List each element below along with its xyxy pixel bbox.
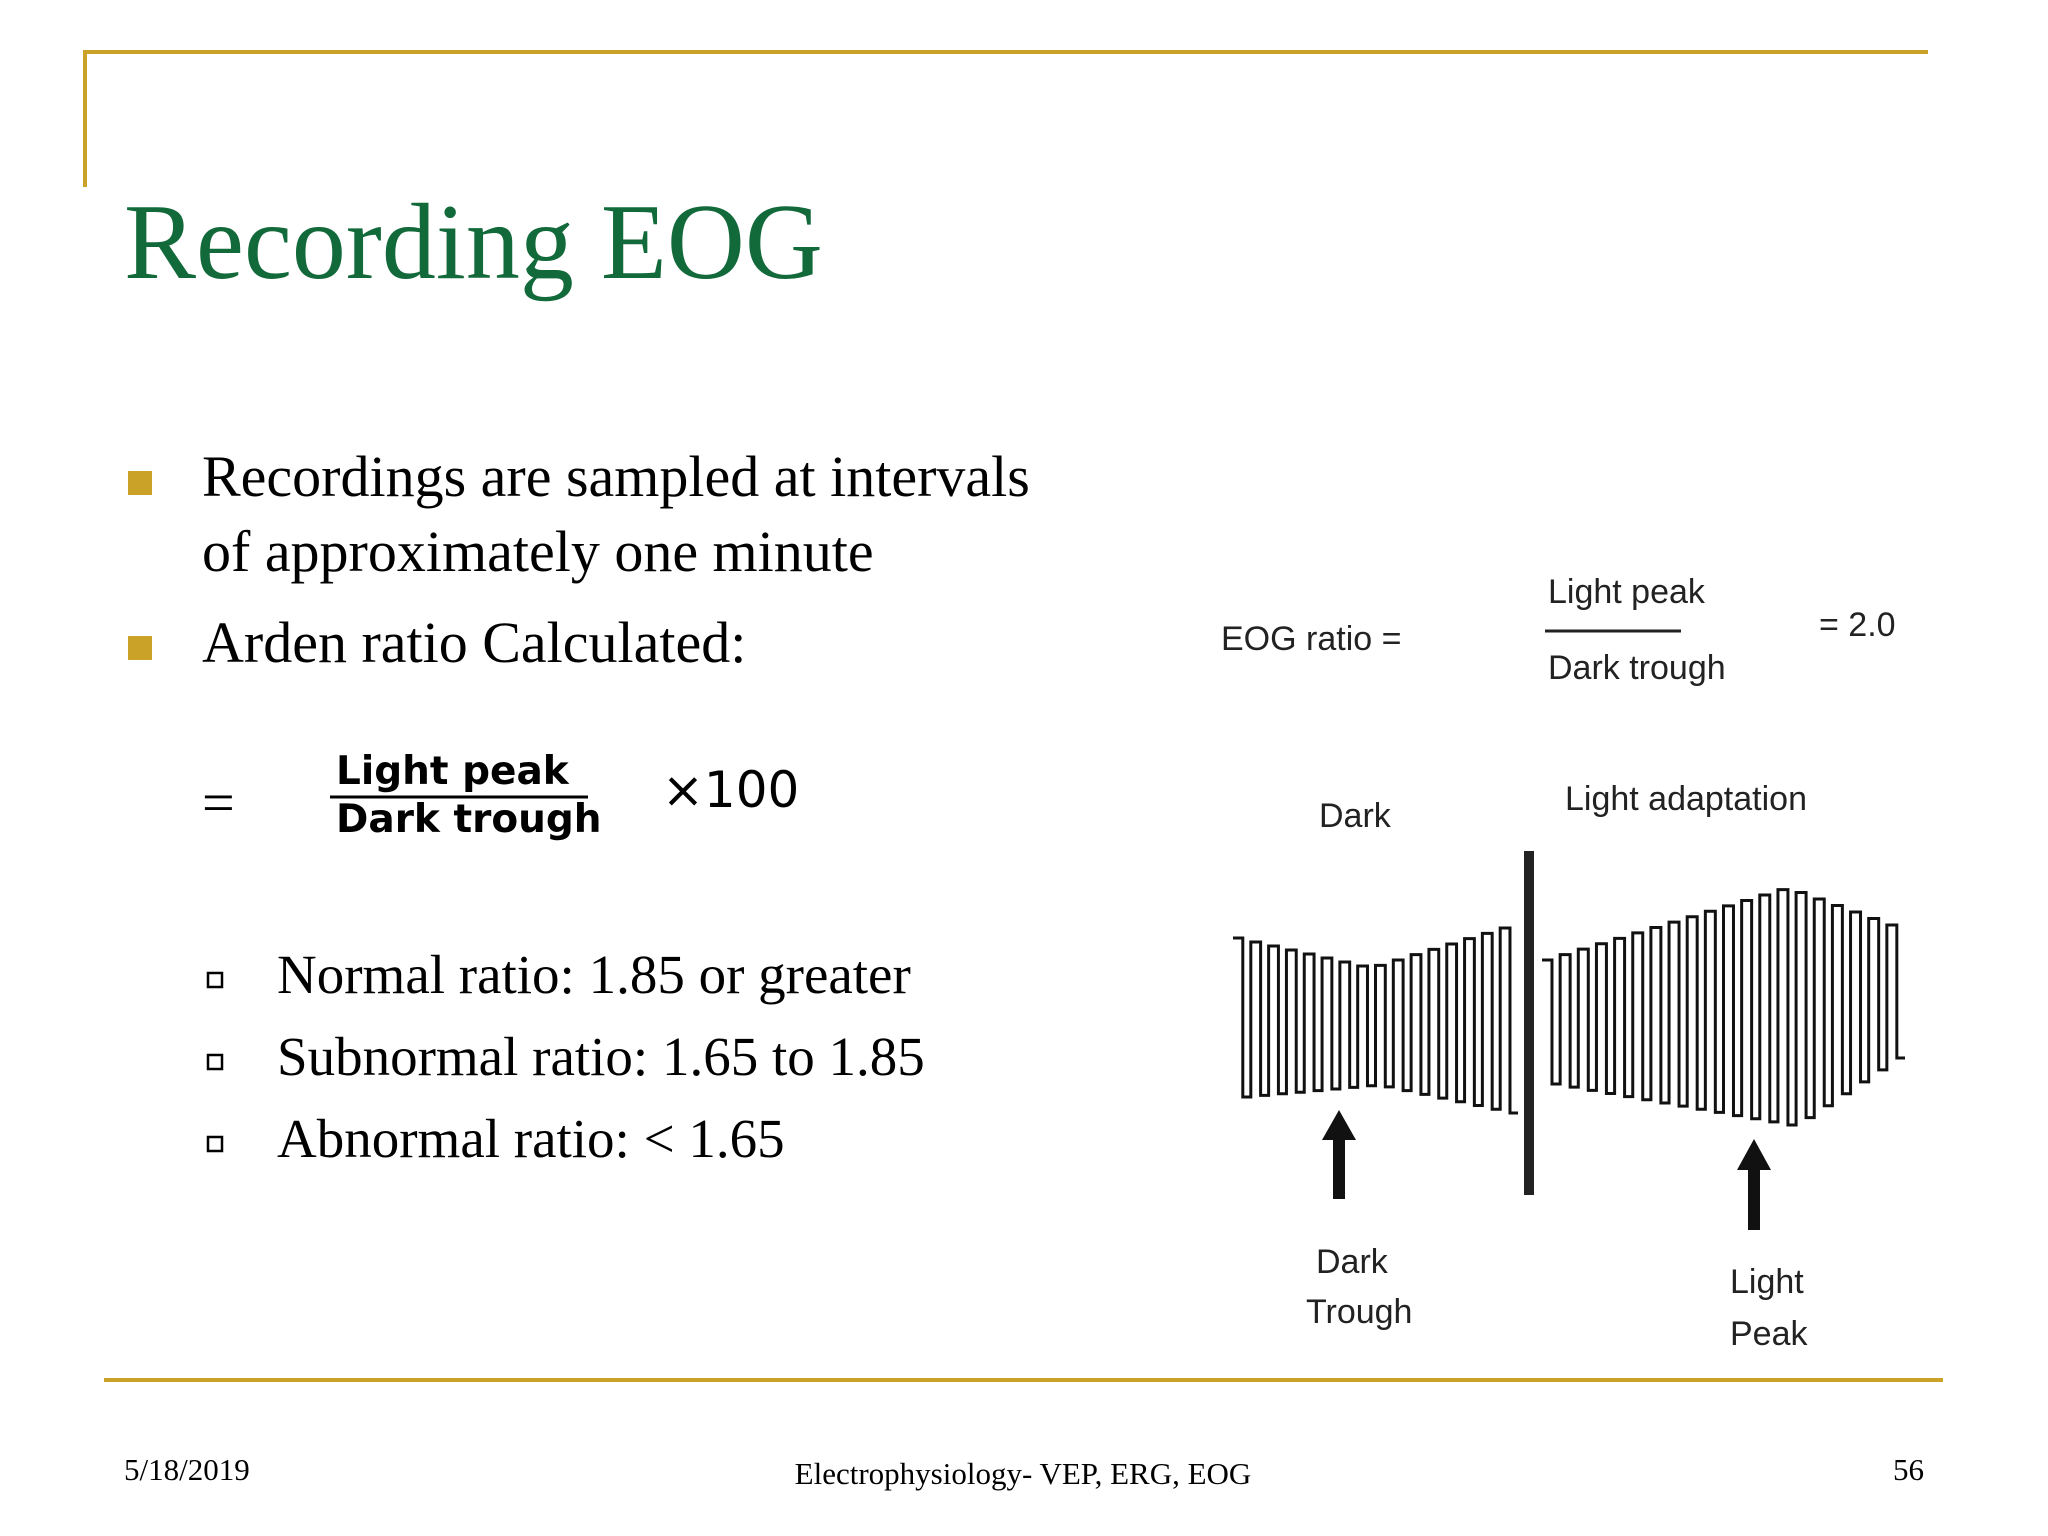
page-number: 56 [1893,1452,1924,1487]
figure-label: Light [1730,1263,1804,1301]
sub-bullet-list: Normal ratio: 1.85 or greater Subnormal r… [206,944,925,1169]
bullet-text: Recordings are sampled at intervals [202,444,1030,509]
arrow [1322,1110,1356,1199]
figure-label: Dark trough [1548,649,1726,687]
sub-bullet-text: Abnormal ratio: < 1.65 [277,1108,785,1169]
figure-label: Dark [1319,797,1392,835]
figure-label: Light peak [1548,573,1706,611]
sub-bullet-marker [206,1053,224,1071]
slide-title: Recording EOG [124,183,823,302]
multiplier: ×100 [662,761,799,819]
figure-label: EOG ratio = [1221,620,1401,658]
figure-label: = 2.0 [1819,606,1896,644]
sub-bullet-marker [206,971,224,989]
figure-label: Peak [1730,1315,1808,1353]
bullet-marker [128,471,152,495]
eog-figure: EOG ratio = Light peak Dark trough = 2.0… [1221,573,1905,1353]
footer-date: 5/18/2019 [124,1452,250,1487]
bullet-text: of approximately one minute [202,519,874,584]
bullet-text: Arden ratio Calculated: [202,610,746,675]
numerator: Light peak [336,749,570,794]
figure-label: Trough [1306,1293,1412,1331]
sub-bullet-text: Subnormal ratio: 1.65 to 1.85 [277,1026,925,1087]
sub-bullet-text: Normal ratio: 1.85 or greater [277,944,911,1005]
figure-label: Light adaptation [1565,780,1807,818]
figure-label: Dark [1316,1243,1389,1281]
divider-bar [1524,851,1534,1195]
eog-waveform [1233,888,1905,1127]
footer-title: Electrophysiology- VEP, ERG, EOG [795,1456,1252,1491]
denominator: Dark trough [336,797,602,842]
equals-sign: = [202,770,235,835]
sub-bullet-marker [206,1135,224,1153]
arrow [1737,1139,1771,1230]
bullet-marker [128,636,152,660]
